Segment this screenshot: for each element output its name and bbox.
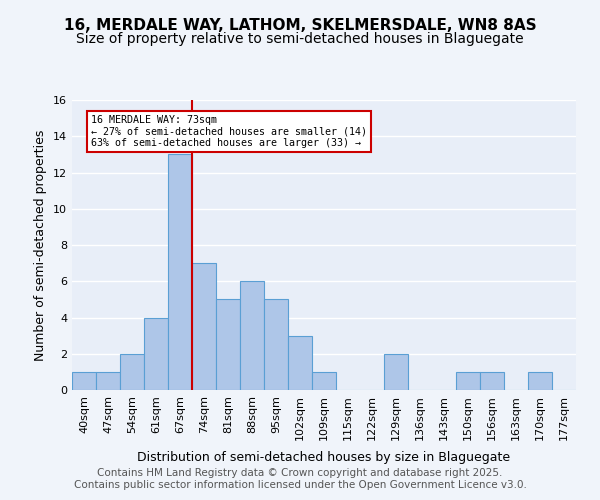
- Bar: [480, 372, 504, 390]
- Bar: [216, 300, 240, 390]
- Bar: [144, 318, 168, 390]
- Bar: [264, 300, 288, 390]
- Y-axis label: Number of semi-detached properties: Number of semi-detached properties: [34, 130, 47, 360]
- Bar: [240, 281, 264, 390]
- Text: 16, MERDALE WAY, LATHOM, SKELMERSDALE, WN8 8AS: 16, MERDALE WAY, LATHOM, SKELMERSDALE, W…: [64, 18, 536, 32]
- Bar: [528, 372, 552, 390]
- Bar: [192, 263, 216, 390]
- Bar: [288, 336, 312, 390]
- Text: 16 MERDALE WAY: 73sqm
← 27% of semi-detached houses are smaller (14)
63% of semi: 16 MERDALE WAY: 73sqm ← 27% of semi-deta…: [91, 114, 367, 148]
- Text: Contains HM Land Registry data © Crown copyright and database right 2025.
Contai: Contains HM Land Registry data © Crown c…: [74, 468, 526, 490]
- Bar: [72, 372, 96, 390]
- X-axis label: Distribution of semi-detached houses by size in Blaguegate: Distribution of semi-detached houses by …: [137, 451, 511, 464]
- Text: Size of property relative to semi-detached houses in Blaguegate: Size of property relative to semi-detach…: [76, 32, 524, 46]
- Bar: [96, 372, 120, 390]
- Bar: [384, 354, 408, 390]
- Bar: [456, 372, 480, 390]
- Bar: [120, 354, 144, 390]
- Bar: [168, 154, 192, 390]
- Bar: [312, 372, 336, 390]
